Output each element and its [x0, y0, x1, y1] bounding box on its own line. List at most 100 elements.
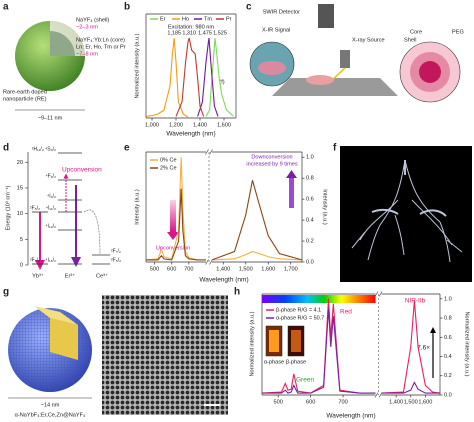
peak-label: 1,525 [213, 30, 227, 36]
y2-tick-label: 0.4 [444, 354, 452, 360]
x-tick-label: 500 [150, 266, 159, 272]
x-tick-label: 1,400 [389, 399, 403, 405]
nir-label: NIR-IIb [405, 298, 426, 305]
legend-label: 0% Ce [160, 157, 177, 163]
y2-tick-label: 0.8 [444, 316, 452, 322]
x-tick-label: 1,200 [169, 122, 183, 128]
series-line [145, 157, 303, 261]
down-arrow-shaft [289, 178, 294, 208]
x-tick-label: 1,400 [216, 266, 230, 272]
inset-glow [291, 330, 301, 352]
core-cutaway [50, 31, 75, 56]
ion-label: Ce³⁺ [96, 272, 108, 279]
panel-b: b Excitation: 980 nm (f) Wavelength (nm)… [124, 2, 225, 138]
x-tick-label: 1,000 [145, 122, 159, 128]
level-label: ⁴I₉/₂ [47, 193, 56, 199]
y-tick-label: 0 [20, 262, 23, 268]
shell-label: Shell [404, 37, 416, 43]
note: (f) [219, 79, 224, 85]
annotation: increased by 9 times [246, 161, 298, 167]
y-tick-label: 5 [20, 237, 23, 243]
x-tick-label: 1,700 [284, 266, 298, 272]
peak-label: 1,185 [167, 30, 181, 36]
panel-a: a Rare-earth doped nanoparticle (RE) NaY… [3, 2, 126, 122]
series-line [175, 37, 205, 117]
up-arrow-head [167, 232, 179, 240]
vessels [351, 159, 463, 263]
legend-label: Pr [226, 16, 232, 22]
x-tick-label: 500 [274, 399, 283, 405]
y-tick-label: 15 [17, 185, 23, 191]
panel-label: g [3, 287, 9, 298]
panel-d: d Energy (10³ cm⁻¹) Upconversion Yb³⁺ Er… [3, 143, 108, 280]
legend-label: Ho [182, 16, 189, 22]
legend-label: Tm [204, 16, 212, 22]
x-tick-label: 1,500 [404, 399, 418, 405]
x-tick-label: 1,500 [239, 266, 253, 272]
break-mark [205, 149, 209, 155]
series-line [262, 308, 440, 394]
level-label: ²F₇/₂ [30, 257, 40, 263]
core-size: ~7–8 nm [76, 51, 98, 57]
peak-label: 1,475 [198, 30, 212, 36]
level-label: ²F₅/₂ [30, 205, 40, 211]
source-label: X-ray Source [352, 37, 385, 43]
size-text: ~14 nm [41, 402, 60, 408]
ion-label: Yb³⁺ [32, 272, 44, 279]
x-tick-label: 1,400 [193, 122, 207, 128]
series-line [197, 37, 219, 117]
process-label: Upconversion [62, 167, 102, 174]
core-text: NaYF₄:Yb:Ln (core) [76, 37, 125, 43]
panel-g: g ~14 nm α-NaYbF₄:Er,Ce,Zn@NaYF₄ [3, 287, 228, 418]
particle-text: nanoparticle (RE) [3, 96, 47, 102]
panel-label: e [124, 143, 130, 154]
y-axis-label: Intensity (a.u.) [134, 189, 140, 225]
y-tick-label: 20 [17, 160, 23, 166]
break-mark [205, 259, 209, 265]
y-axis-label: Energy (10³ cm⁻¹) [5, 185, 11, 230]
panel-label: f [333, 143, 337, 154]
panel-label: c [246, 2, 252, 13]
signal-label: X-IR Signal [262, 27, 290, 33]
y-tick-label: 10 [17, 211, 23, 217]
core [419, 61, 441, 83]
y2-tick-label: 1.0 [306, 155, 314, 161]
level-label: ⁴I₁₅/₂ [45, 257, 56, 263]
y-axis-label: Normalized intensity (a.u.) [249, 311, 255, 376]
cube-face [50, 318, 78, 360]
panel-label: b [124, 2, 130, 13]
x-axis-label: Wavelength (nm) [166, 131, 215, 138]
panel-label: h [234, 287, 240, 298]
annotation: Upconversion [156, 245, 190, 251]
y2-tick-label: 0.6 [444, 335, 452, 341]
x-tick-label: 600 [167, 266, 176, 272]
y-axis-label: Normalized intensity (a.u.) [134, 33, 140, 98]
y2-tick-label: 1.0 [444, 296, 452, 302]
x-tick-label: 1,600 [217, 122, 231, 128]
particle-text: Rare-earth doped [3, 89, 47, 95]
panel-label: d [3, 143, 9, 154]
down-arrow-head [286, 170, 297, 178]
y2-tick-label: 0.2 [444, 373, 452, 379]
cube-top [34, 306, 78, 325]
annotation: Downconversion [251, 154, 292, 160]
y2-tick-label: 0.6 [306, 197, 314, 203]
series-line [145, 37, 189, 118]
panel-f: f [333, 143, 472, 282]
break-mark [374, 392, 379, 398]
mouse [258, 61, 286, 75]
x-tick-label: 600 [306, 399, 315, 405]
stage [272, 78, 398, 96]
break-mark [209, 259, 213, 265]
legend-label: 2% Ce [160, 165, 177, 171]
dopant-text: Ln: Er, Ho, Tm or Pr [76, 44, 126, 50]
inset-label: α-phase [264, 359, 284, 365]
y2-axis-label: Normalized intensity (a.u.) [464, 312, 470, 377]
level-label: ⁴I₁₁/₂ [46, 205, 56, 211]
x-axis-label: Wavelength (nm) [326, 413, 375, 420]
y2-tick-label: 0.0 [306, 259, 314, 265]
gain-label: 7.6× [417, 345, 430, 352]
break-mark [378, 291, 383, 297]
y2-tick-label: 0.8 [306, 176, 314, 182]
detector-label: SWIR Detector [263, 9, 300, 15]
